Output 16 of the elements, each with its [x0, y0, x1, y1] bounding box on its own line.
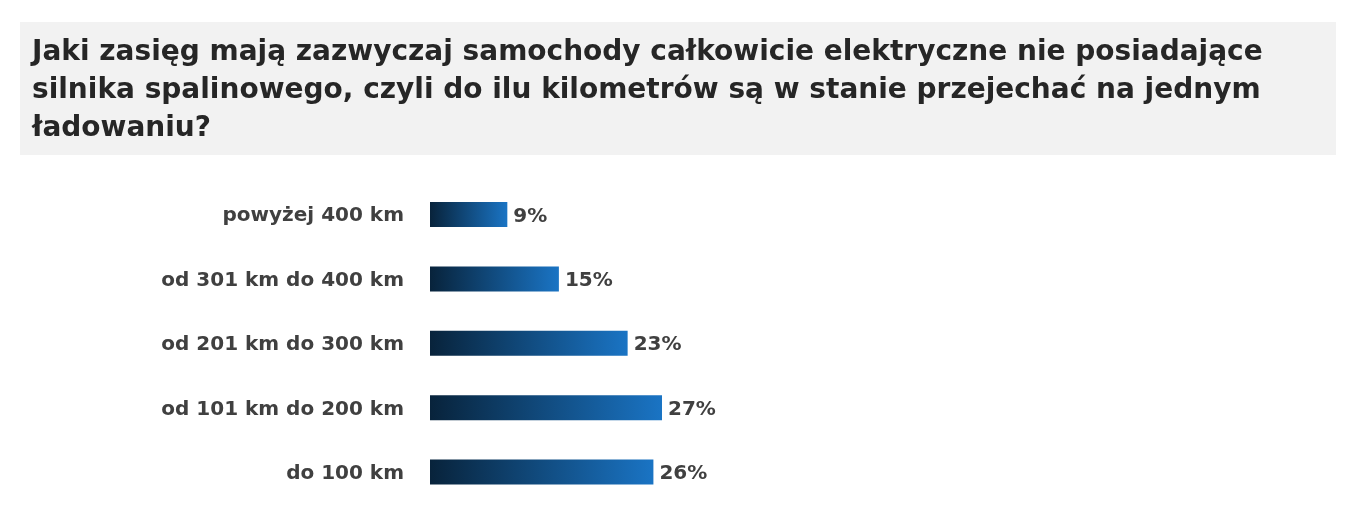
bar: [430, 395, 662, 421]
data-label: 23%: [633, 331, 682, 356]
data-label: 27%: [668, 395, 716, 420]
bar: [430, 459, 654, 485]
y-tick-label: od 201 km do 300 km: [161, 331, 404, 356]
y-tick-label: do 100 km: [286, 459, 404, 484]
bar: [430, 330, 628, 356]
y-tick-label: od 301 km do 400 km: [161, 266, 404, 291]
bar: [430, 266, 559, 292]
data-label: 15%: [564, 266, 613, 291]
y-tick-label: powyżej 400 km: [222, 202, 404, 227]
data-label: 26%: [659, 460, 708, 485]
data-label: 9%: [513, 202, 548, 227]
chart-title: Jaki zasięg mają zazwyczaj samochody całkowicie elektryczne nie posiadające silnika spalinowego, czyli do ilu kilometrów są w stanie przejechać na jednym ładowaniu?: [20, 22, 1336, 155]
y-tick-label: od 101 km do 200 km: [161, 395, 404, 420]
bar: [430, 202, 508, 227]
